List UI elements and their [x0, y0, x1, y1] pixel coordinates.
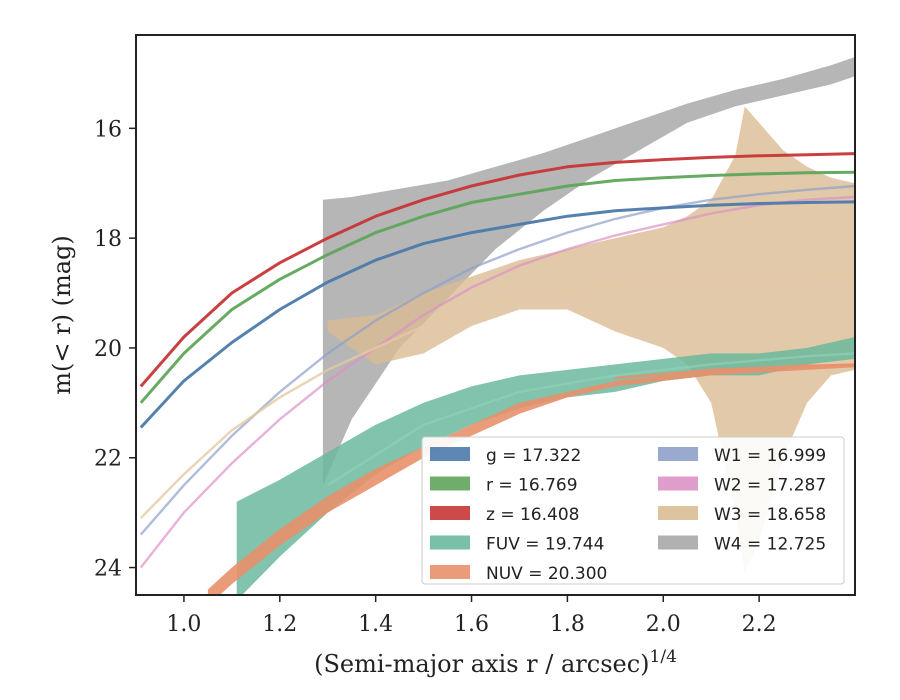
legend-box	[421, 436, 845, 585]
y-axis-label: m(< r) (mag)	[48, 235, 76, 394]
legend-swatch-fuv	[430, 535, 470, 550]
line-nuvline	[615, 363, 855, 380]
legend-swatch-z	[430, 506, 470, 520]
line-z	[139, 152, 855, 388]
y-tick-label: 24	[94, 557, 122, 582]
y-tick-label: 16	[94, 117, 122, 142]
legend-label-w4: W4 = 12.725	[714, 535, 826, 555]
legend-label-z: z = 16.408	[486, 505, 579, 525]
x-tick-label: 2.2	[742, 612, 777, 637]
x-axis-label: (Semi-major axis r / arcsec)1/4	[314, 647, 677, 678]
line-fuvline	[327, 352, 855, 487]
plot-frame	[135, 34, 856, 596]
line-g	[139, 200, 855, 429]
line-w3line	[139, 273, 855, 519]
x-tick-label: 1.8	[550, 612, 585, 637]
line-r	[139, 170, 855, 404]
line-w2	[139, 195, 855, 569]
legend-label-w2: W2 = 17.287	[714, 476, 826, 496]
x-tick-label: 2.0	[646, 612, 681, 637]
x-tick-label: 1.2	[262, 612, 297, 637]
legend-swatch-g	[430, 447, 470, 461]
band-w4	[322, 57, 855, 486]
legend-label-g: g = 17.322	[486, 446, 581, 466]
legend-label-w1: W1 = 16.999	[714, 446, 826, 466]
legend: g = 17.322 r = 16.769 z = 16.408 FUV = 19.7…	[421, 436, 845, 585]
legend-label-w3: W3 = 18.658	[714, 505, 826, 525]
legend-swatch-r	[430, 476, 470, 491]
legend-swatch-w2	[658, 476, 698, 491]
x-tick-label: 1.0	[166, 612, 201, 637]
legend-swatch-nuv	[430, 565, 470, 579]
axes: 1.0 1.2 1.4 1.6 1.8 2.0 2.2 16 18 20 22 24	[94, 117, 777, 637]
x-tick-label: 1.4	[358, 612, 393, 637]
y-tick-label: 18	[94, 227, 122, 252]
x-tick-label: 1.6	[454, 612, 489, 637]
legend-swatch-w3	[658, 506, 698, 520]
legend-label-fuv: FUV = 19.744	[486, 535, 604, 555]
legend-label-r: r = 16.769	[486, 476, 578, 496]
legend-label-nuv: NUV = 20.300	[486, 564, 607, 584]
y-tick-label: 20	[94, 337, 122, 362]
y-tick-label: 22	[94, 447, 122, 472]
legend-swatch-w1	[658, 447, 698, 461]
legend-swatch-w4	[658, 535, 698, 550]
